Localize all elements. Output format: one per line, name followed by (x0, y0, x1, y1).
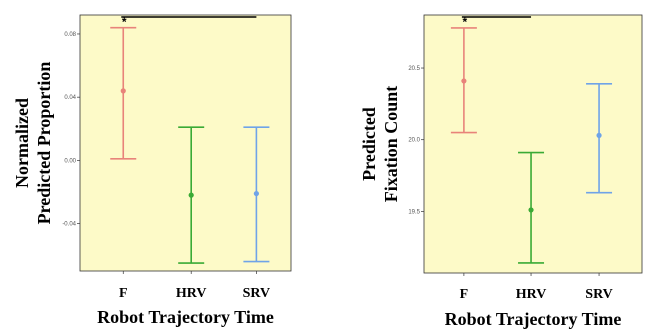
plot-area (79, 14, 292, 272)
y-axis-label-line: Normalized (12, 98, 32, 188)
plot-area (423, 14, 643, 274)
point-F (120, 88, 126, 94)
significance-star: * (463, 15, 468, 29)
y-axis-label-line: Predicted Proportion (34, 62, 54, 225)
y-tick-label: 20.0 (408, 138, 420, 144)
x-category-label: SRV (585, 287, 613, 302)
x-category-label: SRV (243, 286, 271, 301)
point-HRV (528, 207, 534, 213)
significance-star: * (122, 15, 127, 29)
point-F (461, 78, 467, 84)
point-HRV (188, 192, 194, 198)
point-SRV (253, 190, 259, 197)
y-tick-label: 0.08 (64, 32, 76, 38)
chart-panel-1: -0.04 0.00 0.04 0.08 F HRV SRV * Robot Trajector… (12, 14, 292, 327)
chart-panel-2: 19.5 20.0 20.5 F HRV SRV * Robot Trajectory Tim… (359, 14, 643, 329)
y-tick-label: 0.04 (64, 95, 76, 101)
y-axis-label-line: Fixation Count (381, 86, 401, 203)
x-category-label: HRV (176, 286, 207, 301)
x-category-label: F (119, 286, 128, 301)
point-SRV (596, 132, 602, 138)
y-tick-label: 0.00 (64, 158, 76, 164)
y-tick-label: 20.5 (408, 66, 420, 72)
x-axis-label: Robot Trajectory Time (445, 309, 622, 329)
y-axis-label-line: Predicted (359, 107, 379, 181)
y-tick-label: 19.5 (408, 209, 420, 215)
x-category-label: F (460, 287, 469, 302)
x-axis-label: Robot Trajectory Time (97, 307, 274, 327)
x-category-label: HRV (516, 287, 547, 302)
y-tick-label: -0.04 (62, 222, 76, 228)
